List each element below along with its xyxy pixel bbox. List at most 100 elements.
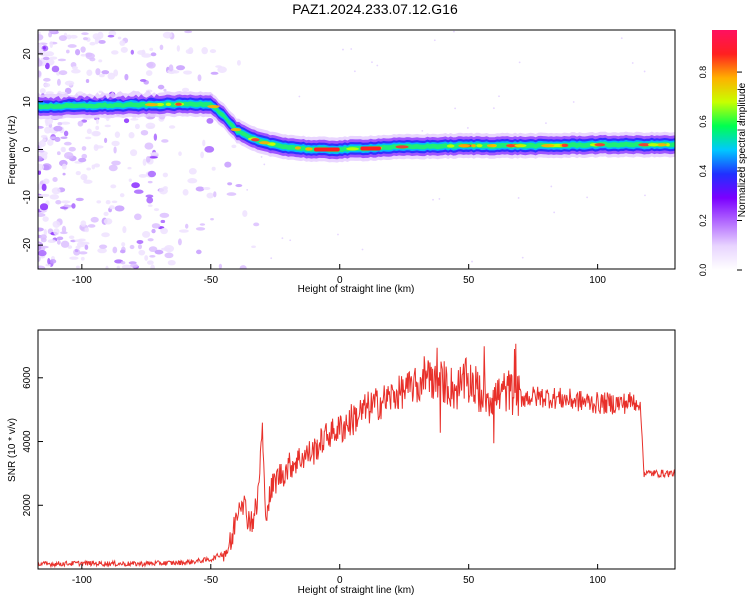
noise-speckle [38,70,42,78]
noise-speckle [49,259,57,264]
colorbar-ticks: 0.0 0.2 0.4 0.6 0.8 [698,66,742,276]
noise-speckle [38,170,42,175]
noise-speckle [38,163,45,171]
noise-speckle [120,261,126,265]
noise-speckle [123,118,130,124]
noise-speckle [42,56,50,61]
noise-speckle [168,125,176,129]
noise-speckle [110,184,117,189]
noise-speckle [202,139,206,147]
noise-speckle [270,257,273,260]
noise-speckle [41,183,47,192]
noise-speckle [42,46,46,50]
noise-speckle [42,216,49,222]
noise-speckle [643,70,646,73]
noise-speckle [57,58,67,62]
noise-speckle [58,35,68,41]
x-tick-label: -50 [204,575,219,586]
noise-speckle [185,223,189,229]
x-tick-label: 100 [589,275,606,286]
noise-speckle [130,149,138,157]
noise-speckle [145,156,151,163]
noise-speckle [150,52,157,57]
noise-speckle [83,174,88,182]
noise-speckle [160,247,171,251]
noise-speckle [80,256,85,261]
noise-speckle [86,69,93,77]
noise-speckle [111,200,118,204]
noise-speckle [453,30,455,33]
colorbar-tick-label: 0.6 [698,115,708,128]
noise-speckle [201,47,208,55]
noise-speckle [111,140,120,147]
noise-speckle [89,41,96,46]
noise-speckle [48,30,57,33]
snr-plot-area [38,330,675,569]
noise-speckle [361,248,364,251]
noise-speckle [82,37,89,41]
ridge-hotspot [471,144,476,148]
noise-speckle [128,261,137,265]
noise-speckle [60,240,70,248]
noise-speckle [227,182,233,186]
noise-speckle [188,167,197,175]
noise-speckle [105,265,109,269]
noise-speckle [521,256,524,259]
noise-speckle [98,39,106,44]
ridge-hotspot [165,102,172,106]
noise-speckle [151,228,156,234]
noise-speckle [159,44,164,51]
noise-speckle [231,144,237,149]
noise-speckle [52,176,58,182]
noise-speckle [139,79,147,82]
ridge-band [38,101,675,153]
noise-speckle [85,52,93,57]
ridge-hotspot [476,144,483,148]
noise-speckle [136,239,144,245]
noise-speckle [160,227,168,235]
noise-speckle [631,62,634,64]
noise-speckle [195,186,205,192]
ridge-hotspot [647,143,659,147]
noise-speckle [61,163,67,170]
snr-panel: -100 -50 0 50 100 2000 4000 6000 Height of str… [7,329,676,596]
noise-speckle [38,59,43,67]
ridge-hotspot [155,102,165,107]
noise-speckle [43,228,48,236]
noise-speckle [153,208,160,212]
noise-speckle [91,130,101,137]
noise-speckle [376,64,379,67]
ridge-hotspot [446,144,455,148]
noise-speckle [432,198,434,201]
noise-speckle [203,186,211,190]
ridge-hotspot [514,144,527,148]
noise-speckle [134,123,140,130]
noise-speckle [75,245,81,250]
noise-speckle [49,194,60,200]
noise-speckle [281,237,284,240]
noise-speckle [206,118,214,124]
noise-speckle [49,56,58,60]
noise-speckle [68,146,76,152]
noise-speckle [43,178,50,185]
spectrogram-x-label: Height of straight line (km) [298,284,415,295]
noise-speckle [144,255,149,261]
x-tick-label: -100 [72,575,92,586]
noise-speckle [104,124,111,128]
noise-speckle [108,164,118,172]
noise-speckle [99,244,108,249]
noise-speckle [111,160,121,166]
noise-speckle [353,70,356,73]
noise-speckle [184,30,193,34]
noise-speckle [131,182,140,189]
noise-speckle [56,236,64,241]
y-tick-label: 6000 [22,366,33,389]
page-title: PAZ1.2024.233.07.12.G16 [292,1,458,17]
noise-speckle [129,263,139,268]
noise-speckle [98,90,103,94]
noise-speckle [58,70,68,76]
noise-speckle [154,249,164,255]
noise-speckle [148,156,158,159]
noise-speckle [93,163,101,168]
